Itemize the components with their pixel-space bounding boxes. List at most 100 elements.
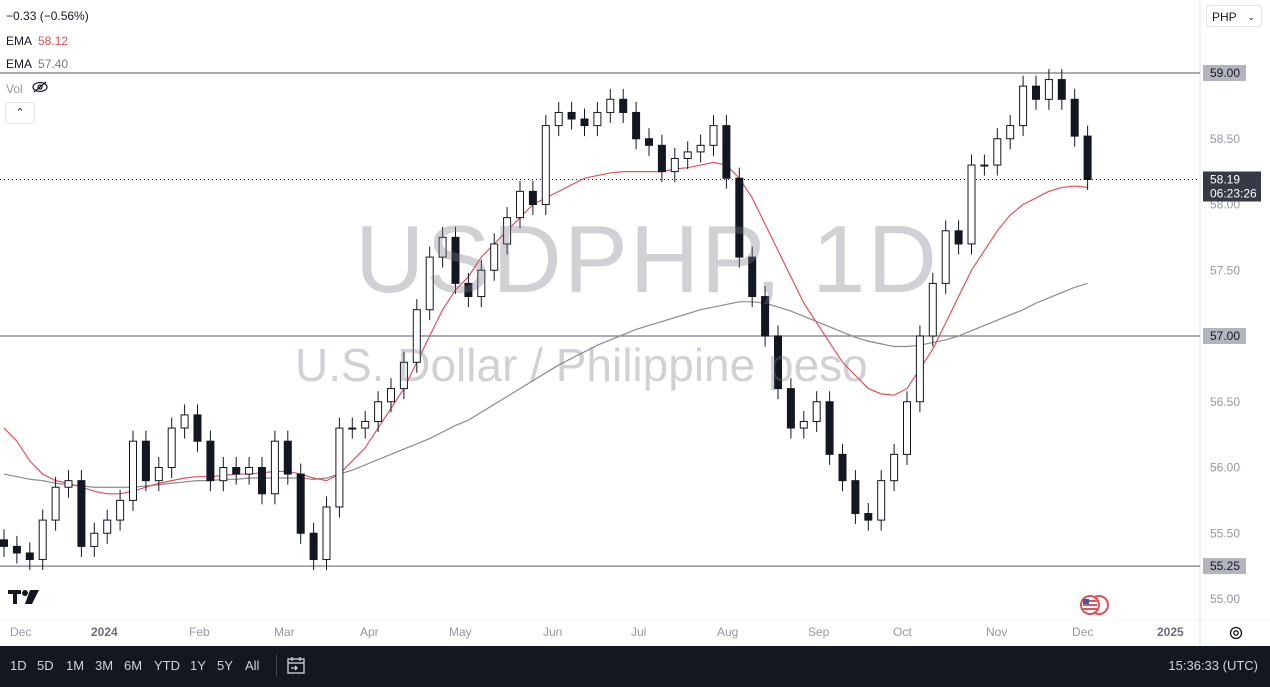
candle-body (709, 125, 718, 146)
vol-legend[interactable]: Vol (6, 81, 54, 96)
price-tick-label: 55.25 (1210, 559, 1240, 573)
candle-body (322, 506, 331, 561)
candle-body (1032, 85, 1040, 100)
utc-clock[interactable]: 15:36:33 (UTC) (1168, 658, 1258, 673)
candle-body (503, 217, 512, 245)
candle-body (967, 164, 976, 245)
tradingview-logo[interactable] (8, 588, 40, 611)
candle-body (580, 118, 589, 127)
time-tick-label: Aug (717, 625, 738, 639)
ema-value: 58.12 (38, 34, 69, 48)
candle-body (761, 296, 770, 337)
candle-body (425, 256, 434, 311)
candle-body (1044, 79, 1053, 100)
chevron-up-icon: ⌃ (15, 107, 25, 119)
price-tick-label: 55.50 (1210, 526, 1240, 540)
eye-off-icon[interactable] (29, 81, 48, 96)
candle-body (219, 467, 228, 482)
ema-slow-line (3, 282, 1088, 488)
candle-body (799, 420, 808, 429)
candle-body (77, 480, 86, 547)
candle-body (593, 111, 602, 127)
candle-body (541, 125, 550, 205)
price-change: −0.33 (−0.56%) (6, 9, 89, 23)
candle-body (941, 230, 950, 284)
candle-body (348, 427, 357, 430)
currency-select[interactable]: PHP ⌄ (1206, 5, 1262, 27)
candle-body (12, 545, 21, 554)
candle-body (928, 282, 937, 337)
price-tick-label: 57.00 (1210, 329, 1240, 343)
range-button-1y[interactable]: 1Y (190, 658, 206, 673)
range-button-ytd[interactable]: YTD (154, 658, 180, 673)
candle-body (438, 236, 447, 258)
candle-body (812, 401, 821, 422)
candle-body (374, 401, 383, 422)
candle-body (696, 144, 705, 153)
range-button-all[interactable]: All (245, 658, 260, 673)
settings-gear-icon[interactable] (1228, 625, 1244, 646)
candle-body (180, 414, 189, 429)
candle-body (116, 499, 125, 521)
candle-body (232, 467, 241, 475)
candle-body (451, 236, 460, 284)
candle-body (38, 519, 47, 561)
calendar-goto-icon[interactable] (286, 655, 306, 678)
ema-legend-slow[interactable]: EMA 57.40 (6, 57, 74, 71)
time-tick-label: Oct (893, 625, 912, 639)
candle-body (206, 440, 215, 482)
price-tick-label: 57.50 (1210, 263, 1240, 277)
time-tick-label: Nov (986, 625, 1007, 639)
range-button-1m[interactable]: 1M (66, 658, 85, 673)
candle-body (670, 157, 679, 173)
range-button-3m[interactable]: 3M (95, 658, 114, 673)
last-price-label: 58.19 (1210, 173, 1240, 187)
candle-body (154, 467, 163, 482)
time-tick-label: Mar (274, 625, 295, 639)
range-button-5y[interactable]: 5Y (217, 658, 233, 673)
change-readout: −0.33 (−0.56%) (6, 9, 95, 23)
range-button-5d[interactable]: 5D (37, 658, 54, 673)
candle-body (1083, 135, 1092, 181)
price-level-label-bg (1203, 558, 1246, 575)
candle-body (980, 164, 989, 167)
candle-body (490, 243, 499, 271)
price-chart[interactable]: 59.0058.5058.0057.5057.0056.5056.0055.50… (0, 0, 1270, 646)
candle-body (890, 453, 899, 482)
candle-body (129, 440, 137, 501)
watermark-title: USDPHP, 1D (355, 206, 939, 313)
candle-body (387, 388, 395, 403)
collapse-legend-button[interactable]: ⌃ (5, 102, 35, 124)
currency-flag-icon[interactable] (1079, 594, 1111, 621)
candle-body (632, 111, 641, 140)
time-tick-label: Dec (1072, 625, 1093, 639)
candle-body (270, 440, 279, 495)
bar-countdown: 06:23:26 (1210, 187, 1257, 201)
candle-body (103, 519, 112, 534)
candle-body (399, 361, 408, 390)
price-tick-label: 59.00 (1210, 66, 1240, 80)
candle-body (748, 256, 757, 298)
ema-legend-fast[interactable]: EMA 58.12 (6, 34, 74, 48)
time-tick-label: 2025 (1157, 625, 1184, 639)
price-tick-label: 56.00 (1210, 461, 1240, 475)
candle-body (516, 190, 524, 219)
ema-label: EMA (6, 57, 33, 71)
divider (276, 655, 277, 677)
time-tick-label: Sep (808, 625, 830, 639)
time-tick-label: Jun (543, 625, 562, 639)
candle-body (774, 335, 782, 390)
price-level-label-bg (1203, 328, 1246, 344)
candle-body (64, 480, 73, 488)
candle-body (1006, 125, 1015, 140)
candle-body (619, 98, 628, 113)
candle-body (464, 282, 473, 298)
candle-body (283, 440, 292, 475)
candle-body (915, 335, 924, 403)
time-tick-label: Apr (360, 625, 379, 639)
candle-body (683, 151, 692, 159)
candle-body (993, 138, 1002, 166)
range-button-1d[interactable]: 1D (10, 658, 27, 673)
bottom-toolbar: 1D 5D 1M 3M 6M YTD 1Y 5Y All 15:36:33 (UTC) (0, 646, 1270, 687)
range-button-6m[interactable]: 6M (124, 658, 143, 673)
